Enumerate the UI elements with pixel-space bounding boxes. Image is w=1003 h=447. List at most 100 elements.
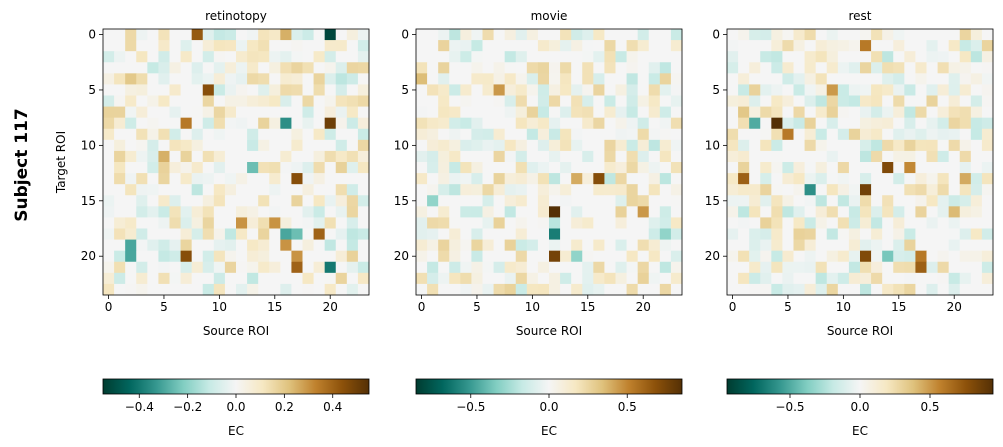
heatmap-cell <box>782 84 794 96</box>
heatmap-cell <box>346 150 359 163</box>
heatmap-cell <box>771 283 783 296</box>
heatmap-cell <box>771 73 783 85</box>
heatmap-cell <box>626 73 639 85</box>
heatmap-cell <box>915 283 927 296</box>
heatmap-cell <box>191 51 204 63</box>
heatmap-cell <box>346 84 359 96</box>
heatmap-cell <box>313 51 326 63</box>
heatmap-cell <box>749 139 761 152</box>
heatmap-cell <box>904 29 916 41</box>
heatmap-cell <box>937 84 950 96</box>
heatmap-cell <box>582 51 594 63</box>
heatmap-cell <box>937 162 950 174</box>
heatmap-cell <box>804 117 817 130</box>
heatmap-cell <box>970 239 983 252</box>
heatmap-cell <box>526 128 539 141</box>
heatmap-cell <box>526 62 539 74</box>
heatmap-cell <box>848 95 861 107</box>
heatmap-cell <box>269 95 281 107</box>
heatmap-cell <box>482 250 494 263</box>
heatmap-cell <box>324 272 337 285</box>
heatmap-cell <box>493 195 506 207</box>
heatmap-cell <box>427 217 439 229</box>
heatmap-cell <box>604 139 616 152</box>
heatmap-cell <box>438 62 450 74</box>
heatmap-cell <box>526 184 539 196</box>
heatmap-cell <box>882 95 894 107</box>
heatmap-cell <box>236 217 248 229</box>
heatmap-cell <box>180 272 193 285</box>
heatmap-cell <box>815 195 828 207</box>
heatmap-cell <box>526 261 539 274</box>
heatmap-cell <box>560 139 572 152</box>
heatmap-cell <box>158 40 170 52</box>
heatmap-cell <box>659 217 672 229</box>
heatmap-cell <box>604 128 616 141</box>
heatmap-cell <box>970 150 983 163</box>
heatmap-cell <box>727 173 739 185</box>
heatmap-cell <box>346 73 359 85</box>
heatmap-cell <box>727 228 739 240</box>
heatmap-cell <box>427 239 439 252</box>
x-tick-label: 5 <box>784 300 792 314</box>
heatmap-cell <box>191 150 204 163</box>
heatmap-cell <box>302 128 314 141</box>
heatmap-cell <box>438 206 450 218</box>
heatmap-cell <box>114 195 126 207</box>
heatmap-cell <box>357 250 370 263</box>
heatmap-cell <box>247 250 259 263</box>
heatmap-cell <box>959 272 972 285</box>
heatmap-cell <box>738 228 750 240</box>
heatmap-cell <box>114 261 126 274</box>
heatmap-cell <box>871 51 883 63</box>
heatmap-cell <box>582 162 594 174</box>
heatmap-cell <box>280 51 292 63</box>
heatmap-cell <box>526 106 539 119</box>
heatmap-cell <box>158 195 170 207</box>
heatmap-cell <box>357 40 370 52</box>
heatmap-cell <box>537 106 550 119</box>
heatmap-cell <box>125 184 137 196</box>
heatmap-cell <box>582 117 594 130</box>
heatmap-cell <box>848 250 861 263</box>
heatmap-cell <box>449 206 461 218</box>
heatmap-cell <box>749 250 761 263</box>
heatmap-cell <box>291 40 303 52</box>
heatmap-cell <box>871 95 883 107</box>
heatmap-cell <box>247 106 259 119</box>
heatmap-cell <box>659 106 672 119</box>
heatmap-cell <box>202 162 215 174</box>
heatmap-cell <box>659 150 672 163</box>
heatmap-cell <box>191 206 204 218</box>
heatmap-cell <box>571 195 583 207</box>
heatmap-cell <box>449 29 461 41</box>
heatmap-cell <box>637 162 650 174</box>
heatmap-cell <box>837 62 850 74</box>
heatmap-cell <box>114 106 126 119</box>
heatmap-cell <box>760 228 772 240</box>
heatmap-cell <box>280 95 292 107</box>
heatmap-cell <box>582 184 594 196</box>
heatmap-cell <box>482 84 494 96</box>
heatmap-cell <box>904 217 916 229</box>
heatmap-cell <box>224 29 237 41</box>
heatmap-cell <box>937 106 950 119</box>
heatmap-cell <box>493 239 506 252</box>
heatmap-cell <box>926 117 938 130</box>
heatmap-cell <box>771 40 783 52</box>
heatmap-cell <box>571 250 583 263</box>
heatmap-cell <box>926 228 938 240</box>
heatmap-cell <box>114 184 126 196</box>
heatmap-cell <box>593 228 605 240</box>
heatmap-cell <box>438 239 450 252</box>
heatmap-cell <box>670 117 683 130</box>
heatmap-cell <box>504 117 517 130</box>
heatmap-cell <box>416 261 428 274</box>
y-tick-label: 10 <box>394 138 409 152</box>
heatmap-cell <box>460 184 472 196</box>
heatmap-cell <box>280 29 292 41</box>
heatmap-cell <box>560 62 572 74</box>
heatmap-cell <box>482 117 494 130</box>
heatmap-cell <box>915 128 927 141</box>
heatmap-cell <box>180 228 193 240</box>
